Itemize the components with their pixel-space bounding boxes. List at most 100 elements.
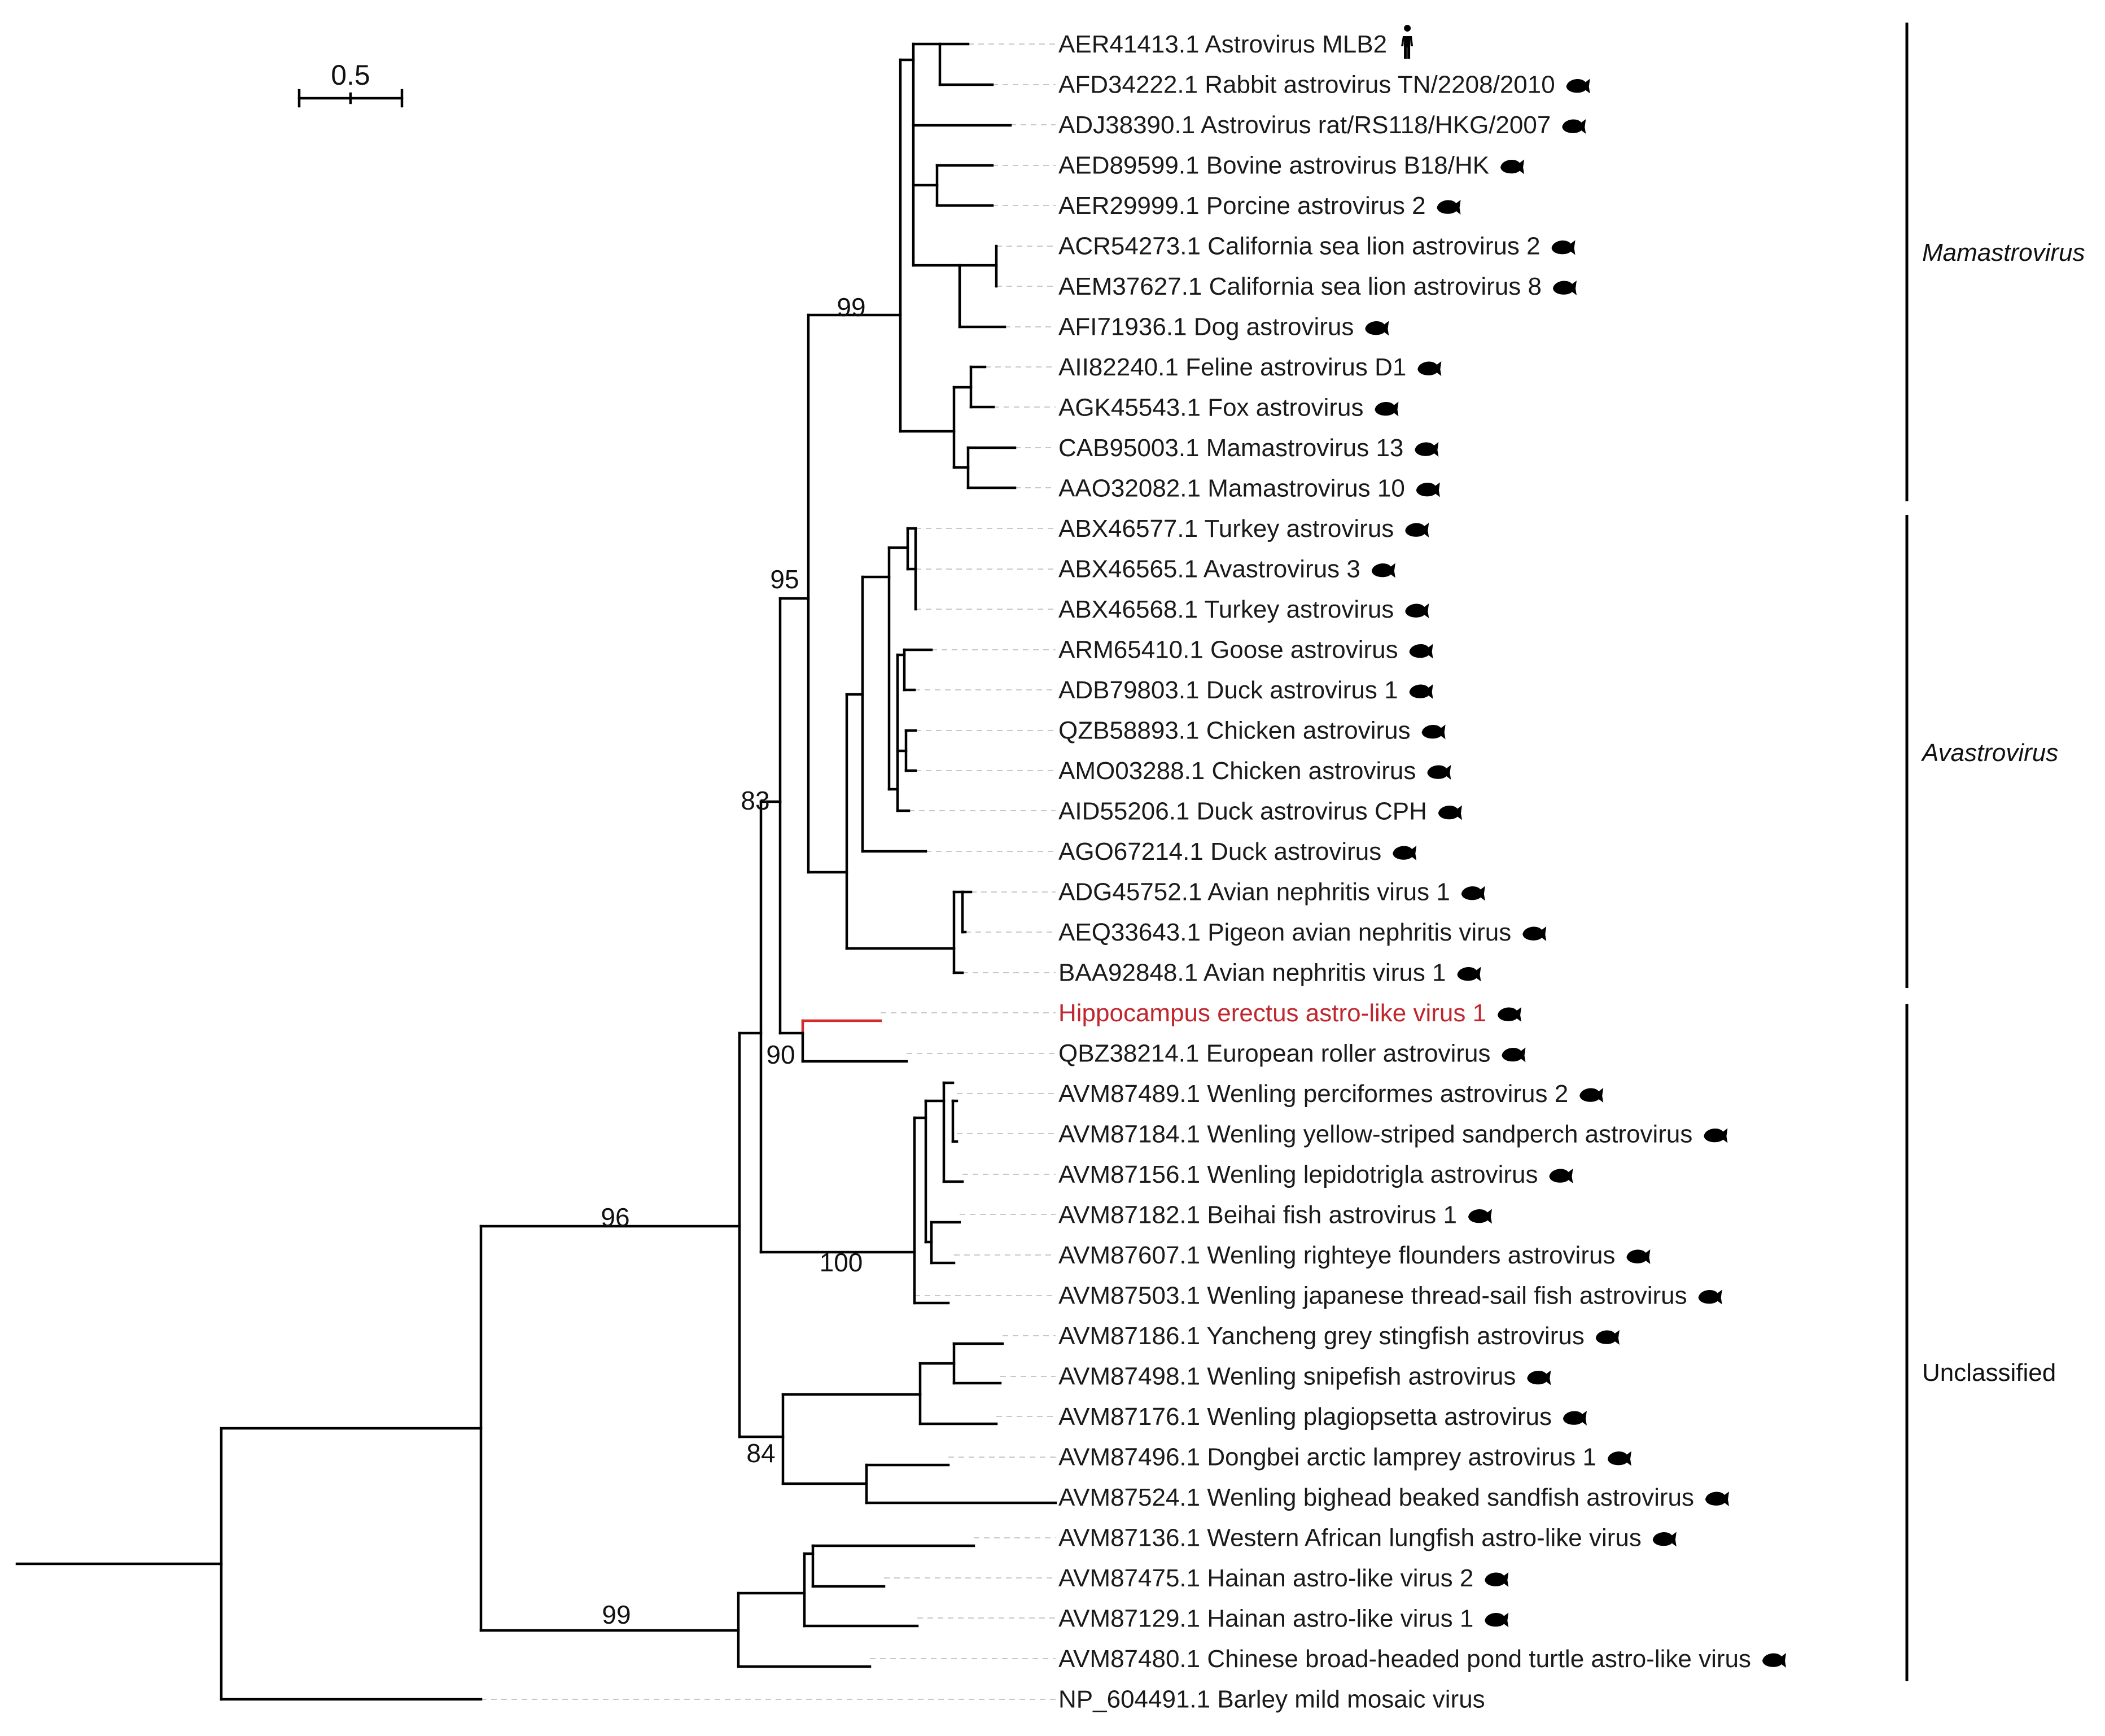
leaf-label: AMO03288.1 Chicken astrovirus [1058, 757, 1416, 785]
support-value: 83 [741, 786, 769, 815]
fish-icon [1595, 1330, 1620, 1345]
lamprey-icon [1607, 1451, 1631, 1466]
leaf-label: AVM87184.1 Wenling yellow-striped sandpe… [1058, 1121, 1692, 1148]
duck-icon [1438, 805, 1462, 820]
leaf-label: ABX46565.1 Avastrovirus 3 [1058, 556, 1360, 583]
dog-icon [1365, 321, 1389, 336]
leaf-label: AVM87182.1 Beihai fish astrovirus 1 [1058, 1201, 1457, 1229]
pigeon-icon [1522, 926, 1547, 941]
support-value: 100 [820, 1248, 863, 1277]
turkey-icon [1405, 604, 1429, 618]
fox-icon [1375, 401, 1399, 417]
fish-icon [1705, 1492, 1729, 1506]
leaf-label: ABX46568.1 Turkey astrovirus [1058, 596, 1394, 623]
leaf-label: ADG45752.1 Avian nephritis virus 1 [1058, 878, 1450, 906]
duck-icon [1409, 684, 1433, 699]
leaf-label: AVM87489.1 Wenling perciformes astroviru… [1058, 1080, 1568, 1108]
leaf-label: ABX46577.1 Turkey astrovirus [1058, 515, 1394, 543]
leaf-label: AER41413.1 Astrovirus MLB2 [1058, 30, 1387, 58]
chicken-icon [1421, 724, 1446, 740]
fish-icon [1704, 1128, 1728, 1143]
leaf-label: ADJ38390.1 Astrovirus rat/RS118/HKG/2007 [1058, 111, 1551, 139]
leaf-label: AVM87480.1 Chinese broad-headed pond tur… [1058, 1645, 1751, 1673]
leaf-label: AVM87136.1 Western African lungfish astr… [1058, 1524, 1642, 1552]
fish-icon [1527, 1370, 1551, 1385]
duck-icon [1393, 846, 1417, 860]
support-values: 99 95 83 90 100 84 96 99 [601, 292, 865, 1629]
leaf-label: AAO32082.1 Mamastrovirus 10 [1058, 475, 1405, 502]
leaf-label: AFD34222.1 Rabbit astrovirus TN/2208/201… [1058, 71, 1555, 99]
leaf-labels: AER41413.1 Astrovirus MLB2 AFD34222.1 Rab… [1058, 30, 1751, 1713]
sea-lion-icon [1551, 240, 1576, 255]
fish-icon [1626, 1249, 1651, 1264]
leaf-label: AVM87524.1 Wenling bighead beaked sandfi… [1058, 1484, 1694, 1511]
support-value: 99 [837, 292, 865, 322]
clade-label-mamastrovirus: Mamastrovirus [1922, 239, 2085, 266]
leaf-label: QBZ38214.1 European roller astrovirus [1058, 1040, 1491, 1068]
leaf-label: ARM65410.1 Goose astrovirus [1058, 636, 1398, 664]
roller-bird-icon [1502, 1047, 1526, 1062]
leaf-label: AVM87156.1 Wenling lepidotrigla astrovir… [1058, 1161, 1538, 1188]
leaf-label: AVM87498.1 Wenling snipefish astrovirus [1058, 1363, 1516, 1390]
leaf-label: Hippocampus erectus astro-like virus 1 [1058, 999, 1486, 1027]
rat-icon [1562, 119, 1586, 134]
support-value: 95 [770, 565, 799, 594]
lungfish-icon [1652, 1532, 1677, 1547]
leaf-label: AVM87475.1 Hainan astro-like virus 2 [1058, 1564, 1473, 1592]
cat-icon [1417, 361, 1442, 376]
fish-icon [1579, 1088, 1604, 1103]
leaf-label: AVM87176.1 Wenling plagiopsetta astrovir… [1058, 1403, 1552, 1431]
pig-icon [1437, 200, 1461, 215]
leaf-label: CAB95003.1 Mamastrovirus 13 [1058, 434, 1403, 462]
leaf-label: AVM87186.1 Yancheng grey stingfish astro… [1058, 1322, 1585, 1350]
human-icon [1401, 25, 1413, 59]
leaf-label: ACR54273.1 California sea lion astroviru… [1058, 233, 1541, 260]
leaf-label: AVM87607.1 Wenling righteye flounders as… [1058, 1241, 1615, 1269]
leaf-label: AVM87496.1 Dongbei arctic lamprey astrov… [1058, 1444, 1596, 1471]
clade-brackets: Mamastrovirus Avastrovirus Unclassified [1905, 23, 2085, 1681]
turtle-icon [1762, 1653, 1787, 1668]
scale-bar: 0.5 [297, 59, 404, 108]
fish-icon [1563, 1411, 1587, 1425]
clade-label-unclassified: Unclassified [1922, 1359, 2056, 1387]
chicken-icon [1461, 886, 1485, 901]
frog-icon [1485, 1572, 1509, 1587]
clade-label-avastrovirus: Avastrovirus [1920, 739, 2058, 767]
leaf-guides [481, 43, 1056, 1700]
leaf-label: NP_604491.1 Barley mild mosaic virus [1058, 1686, 1485, 1713]
leaf-label: AVM87503.1 Wenling japanese thread-sail … [1058, 1282, 1687, 1310]
lizard-icon [1485, 1612, 1509, 1628]
leaf-label: AEM37627.1 California sea lion astroviru… [1058, 273, 1542, 300]
fish-icon [1468, 1209, 1492, 1224]
leaf-label: AID55206.1 Duck astrovirus CPH [1058, 798, 1427, 825]
support-value: 96 [601, 1202, 629, 1232]
host-icons [1365, 25, 1787, 1668]
leaf-label: ADB79803.1 Duck astrovirus 1 [1058, 676, 1398, 704]
leaf-label: QZB58893.1 Chicken astrovirus [1058, 717, 1411, 745]
mink-icon [1416, 482, 1440, 497]
fish-icon [1549, 1169, 1573, 1183]
sea-lion-icon [1553, 281, 1577, 295]
leaf-label: AVM87129.1 Hainan astro-like virus 1 [1058, 1605, 1473, 1633]
turkey-icon [1405, 523, 1429, 537]
rabbit-icon [1566, 78, 1590, 94]
goose-icon [1409, 644, 1433, 659]
chicken-icon [1427, 765, 1451, 780]
leaf-label: AII82240.1 Feline astrovirus D1 [1058, 353, 1406, 381]
leaf-label: BAA92848.1 Avian nephritis virus 1 [1058, 959, 1446, 987]
fish-icon [1698, 1289, 1722, 1305]
seahorse-icon [1498, 1007, 1522, 1022]
leaf-label: AFI71936.1 Dog astrovirus [1058, 313, 1354, 341]
leaf-label: AGK45543.1 Fox astrovirus [1058, 394, 1363, 422]
leaf-label: AED89599.1 Bovine astrovirus B18/HK [1058, 152, 1489, 180]
support-value: 99 [602, 1600, 631, 1629]
leaf-label: AER29999.1 Porcine astrovirus 2 [1058, 192, 1426, 220]
cow-icon [1500, 159, 1525, 174]
sheep-icon [1415, 442, 1439, 457]
chicken-icon [1457, 967, 1481, 982]
leaf-label: AGO67214.1 Duck astrovirus [1058, 838, 1381, 865]
turkey-icon [1371, 563, 1395, 578]
leaf-label: AEQ33643.1 Pigeon avian nephritis virus [1058, 919, 1511, 946]
support-value: 90 [766, 1040, 795, 1069]
